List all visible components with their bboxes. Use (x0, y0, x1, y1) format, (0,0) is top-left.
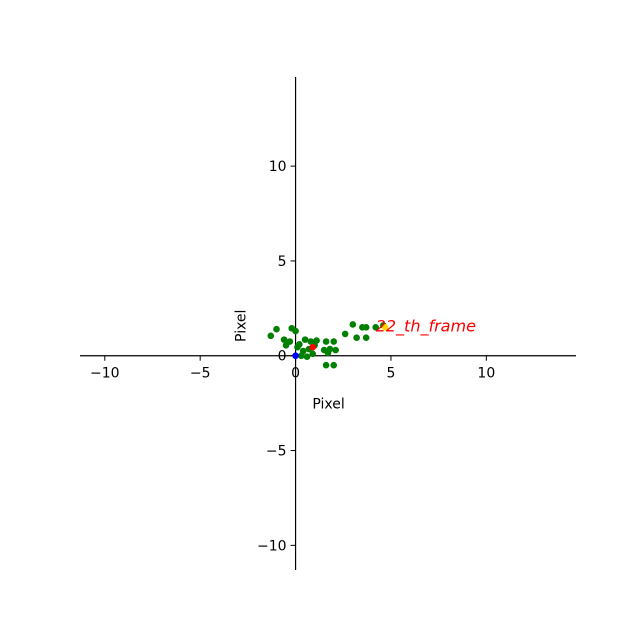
data-point (330, 361, 338, 369)
data-point (332, 346, 339, 354)
x-tick-label: −10 (90, 366, 120, 382)
data-point (280, 336, 288, 343)
x-tick-label: 5 (386, 366, 395, 382)
data-point (330, 338, 338, 345)
data-point (301, 336, 309, 343)
data-point (273, 325, 280, 333)
data-point (326, 345, 334, 353)
y-tick-label: 5 (278, 254, 287, 270)
data-point (381, 323, 389, 331)
x-tick-label: 0 (291, 366, 300, 382)
data-point (353, 334, 360, 342)
y-tick-label: −5 (266, 444, 287, 460)
data-point (309, 350, 317, 358)
data-point (303, 353, 311, 360)
data-point (362, 334, 370, 342)
data-point (372, 323, 379, 331)
x-tick-label: −5 (190, 366, 211, 382)
data-point (341, 330, 349, 338)
data-point (292, 327, 299, 335)
data-point (299, 347, 307, 355)
data-point (322, 338, 330, 345)
data-point (309, 343, 317, 351)
y-tick-label: 10 (269, 159, 287, 175)
y-axis-label: Pixel (234, 310, 250, 342)
data-point (286, 338, 294, 345)
y-tick-label: −10 (257, 538, 287, 554)
data-point (322, 361, 330, 369)
data-point (313, 337, 320, 344)
data-point (296, 341, 303, 348)
x-axis-label: Pixel (312, 397, 344, 413)
axes (80, 77, 576, 570)
tick-marks: −10 −5 0 5 10 −10 −5 0 5 10 (90, 159, 495, 554)
data-point (362, 323, 370, 331)
frame-annotation: 22_th_frame (376, 316, 476, 336)
y-tick-label: 0 (278, 349, 287, 365)
x-tick-label: 10 (477, 366, 495, 382)
data-point (349, 321, 357, 328)
data-point (292, 352, 299, 360)
data-points (267, 321, 389, 369)
data-point (267, 332, 275, 340)
